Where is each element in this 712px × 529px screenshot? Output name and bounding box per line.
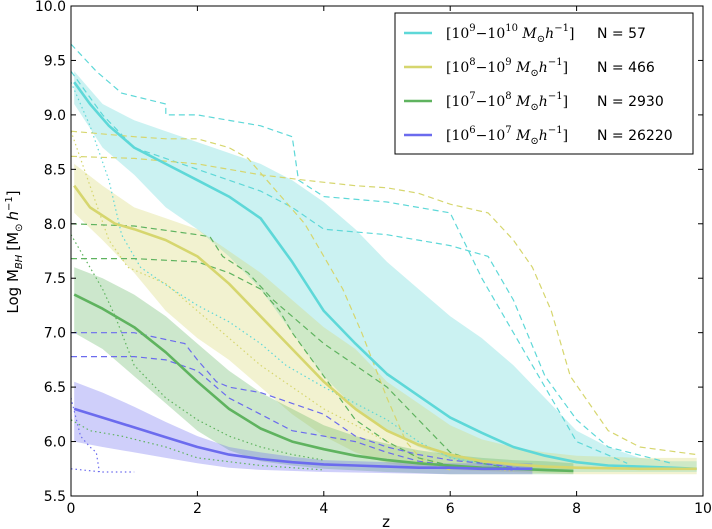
y-tick-label: 10.0 — [35, 0, 66, 15]
y-tick-label: 9.5 — [44, 53, 66, 69]
y-axis-label: Log MBH[M⊙h−1] — [4, 190, 25, 313]
band-series-2 — [74, 267, 574, 475]
legend-label-2: [107−108 M⊙h−1] — [446, 91, 568, 113]
y-tick-label: 8.5 — [44, 162, 66, 178]
y-tick-label: 9.0 — [44, 108, 66, 124]
dashed-track-2-1 — [71, 258, 451, 467]
legend-label-0: [109−1010 M⊙h−1] — [446, 23, 574, 45]
x-tick-label: 2 — [193, 501, 202, 517]
y-tick-label: 5.5 — [44, 489, 66, 505]
dashed-track-3-0 — [71, 332, 527, 470]
median-line-series-3 — [73, 407, 533, 471]
y-tick-labels: 5.5 6.0 6.5 7.0 7.5 8.0 8.5 9.0 9.5 10.0 — [35, 0, 66, 505]
confidence-bands — [74, 71, 697, 475]
dashed-track-0-1 — [70, 70, 672, 464]
legend-count-2: N = 2930 — [597, 94, 664, 110]
legend: [109−1010 M⊙h−1] N = 57 [108−109 M⊙h−1] N =… — [394, 12, 694, 155]
legend-label-1: [108−109 M⊙h−1] — [446, 57, 568, 79]
axis-ticks — [70, 5, 704, 497]
legend-count-1: N = 466 — [597, 60, 655, 76]
y-tick-label: 6.5 — [44, 380, 66, 396]
legend-count-3: N = 26220 — [597, 128, 673, 144]
y-tick-label: 8.0 — [44, 217, 66, 233]
individual-tracks — [70, 43, 697, 473]
x-axis-label: z — [382, 513, 390, 529]
median-lines — [73, 81, 697, 473]
band-series-1 — [74, 163, 697, 475]
dotted-track-1-0 — [70, 131, 514, 472]
median-line-series-0 — [73, 81, 697, 471]
y-tick-label: 7.0 — [44, 326, 66, 342]
x-tick-labels: 0 2 4 6 8 10 — [67, 501, 712, 517]
band-series-3 — [74, 381, 533, 475]
x-tick-label: 0 — [67, 501, 76, 517]
x-tick-label: 8 — [572, 501, 581, 517]
y-tick-label: 7.5 — [44, 271, 66, 287]
dashed-track-0-0 — [70, 43, 628, 464]
x-tick-label: 10 — [694, 501, 712, 517]
dashed-track-1-0 — [70, 155, 697, 456]
plot-frame — [70, 5, 704, 497]
dotted-track-2-1 — [70, 419, 324, 471]
dashed-track-1-1 — [70, 130, 451, 471]
dashed-track-3-1 — [71, 356, 514, 471]
x-tick-label: 6 — [446, 501, 455, 517]
y-tick-label: 6.0 — [44, 435, 66, 451]
median-line-series-1 — [73, 184, 697, 471]
band-series-0 — [74, 71, 697, 473]
dotted-track-2-0 — [70, 234, 324, 461]
dotted-track-3-0 — [70, 468, 135, 473]
dotted-track-3-1 — [70, 397, 100, 473]
legend-label-3: [106−107 M⊙h−1] — [446, 125, 568, 147]
dotted-track-0-0 — [70, 81, 514, 470]
legend-box — [394, 12, 694, 155]
dashed-track-2-0 — [70, 223, 514, 470]
legend-count-0: N = 57 — [597, 26, 646, 42]
x-tick-label: 4 — [319, 501, 328, 517]
